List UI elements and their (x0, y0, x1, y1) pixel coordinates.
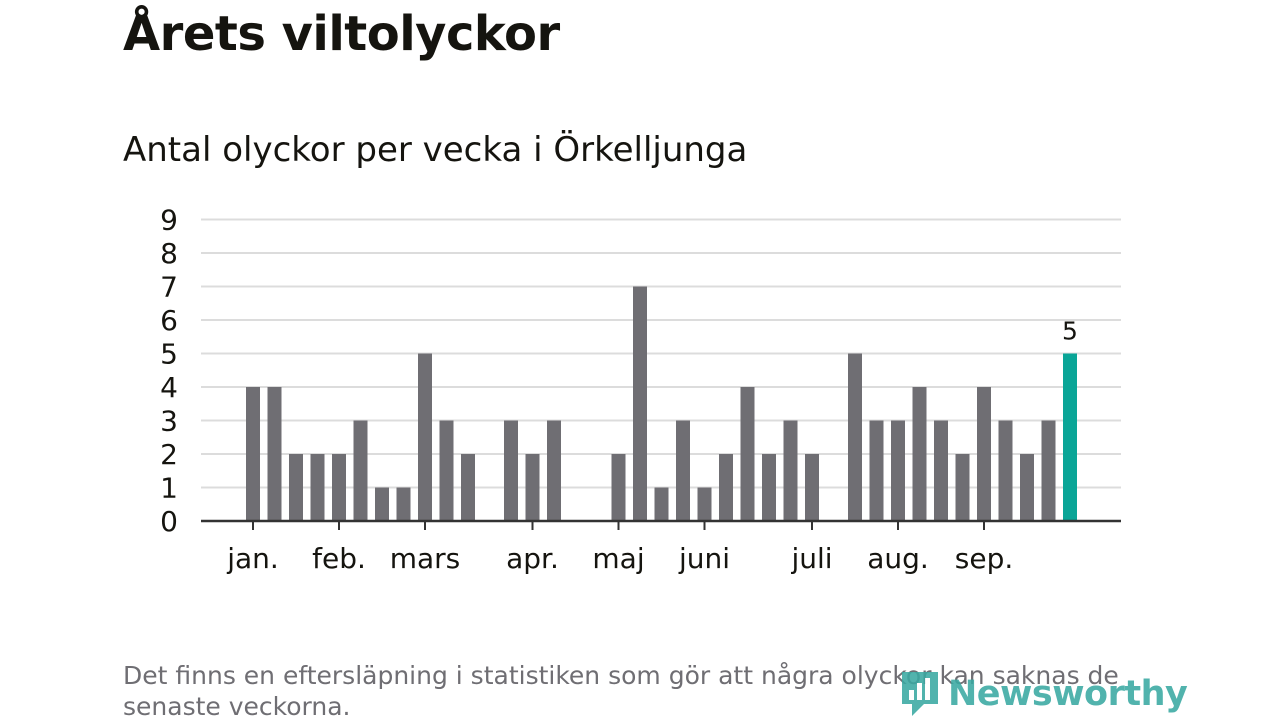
bar (676, 420, 690, 521)
bar (246, 387, 260, 521)
data-label: 5 (1062, 317, 1078, 346)
footnote: Det finns en eftersläpning i statistiken… (123, 661, 1119, 720)
newsworthy-logo-text: Newsworthy (948, 674, 1188, 714)
bar (289, 454, 303, 521)
y-tick-label: 6 (160, 304, 178, 337)
bar (439, 420, 454, 521)
bar (977, 387, 991, 521)
bar (310, 454, 325, 521)
bar (633, 286, 647, 521)
y-tick-label: 8 (160, 237, 178, 270)
bar (740, 387, 755, 521)
bar (719, 454, 733, 521)
x-tick-label: apr. (506, 542, 559, 575)
bar (375, 487, 389, 521)
y-tick-label: 2 (160, 438, 178, 471)
y-tick-label: 9 (160, 204, 178, 237)
chart-title: Årets viltolyckor (123, 6, 560, 62)
y-tick-label: 7 (160, 271, 178, 304)
x-tick-label: sep. (955, 542, 1014, 575)
bar-highlighted (1063, 353, 1077, 521)
bar (762, 454, 776, 521)
bar (805, 454, 819, 521)
bar (396, 487, 411, 521)
bar (504, 420, 518, 521)
bar (332, 454, 346, 521)
y-tick-label: 5 (160, 338, 178, 371)
x-tick-label: juli (790, 542, 832, 575)
bar (1020, 454, 1034, 521)
x-tick-label: juni (678, 542, 730, 575)
bar (955, 454, 970, 521)
x-tick-label: feb. (312, 542, 366, 575)
bar (912, 387, 927, 521)
bar (611, 454, 626, 521)
bar (547, 420, 561, 521)
bar (891, 420, 905, 521)
bar (267, 387, 282, 521)
bar (783, 420, 798, 521)
newsworthy-logo: Newsworthy (898, 668, 1188, 720)
bar (654, 487, 669, 521)
bar (418, 353, 432, 521)
bar (461, 454, 475, 521)
bar (697, 487, 712, 521)
y-tick-label: 0 (160, 505, 178, 538)
x-tick-label: jan. (226, 542, 279, 575)
x-tick-label: aug. (867, 542, 929, 575)
bar (869, 420, 884, 521)
bar (998, 420, 1013, 521)
y-tick-label: 4 (160, 371, 178, 404)
x-tick-label: maj (592, 542, 644, 575)
y-tick-label: 1 (160, 472, 178, 505)
chart-subtitle: Antal olyckor per vecka i Örkelljunga (123, 130, 748, 170)
bar (934, 420, 948, 521)
bar (1041, 420, 1056, 521)
x-tick-label: mars (390, 542, 461, 575)
bar (525, 454, 540, 521)
bar (353, 420, 368, 521)
y-tick-label: 3 (160, 405, 178, 438)
newsworthy-logo-icon (902, 672, 938, 716)
bar (848, 353, 862, 521)
